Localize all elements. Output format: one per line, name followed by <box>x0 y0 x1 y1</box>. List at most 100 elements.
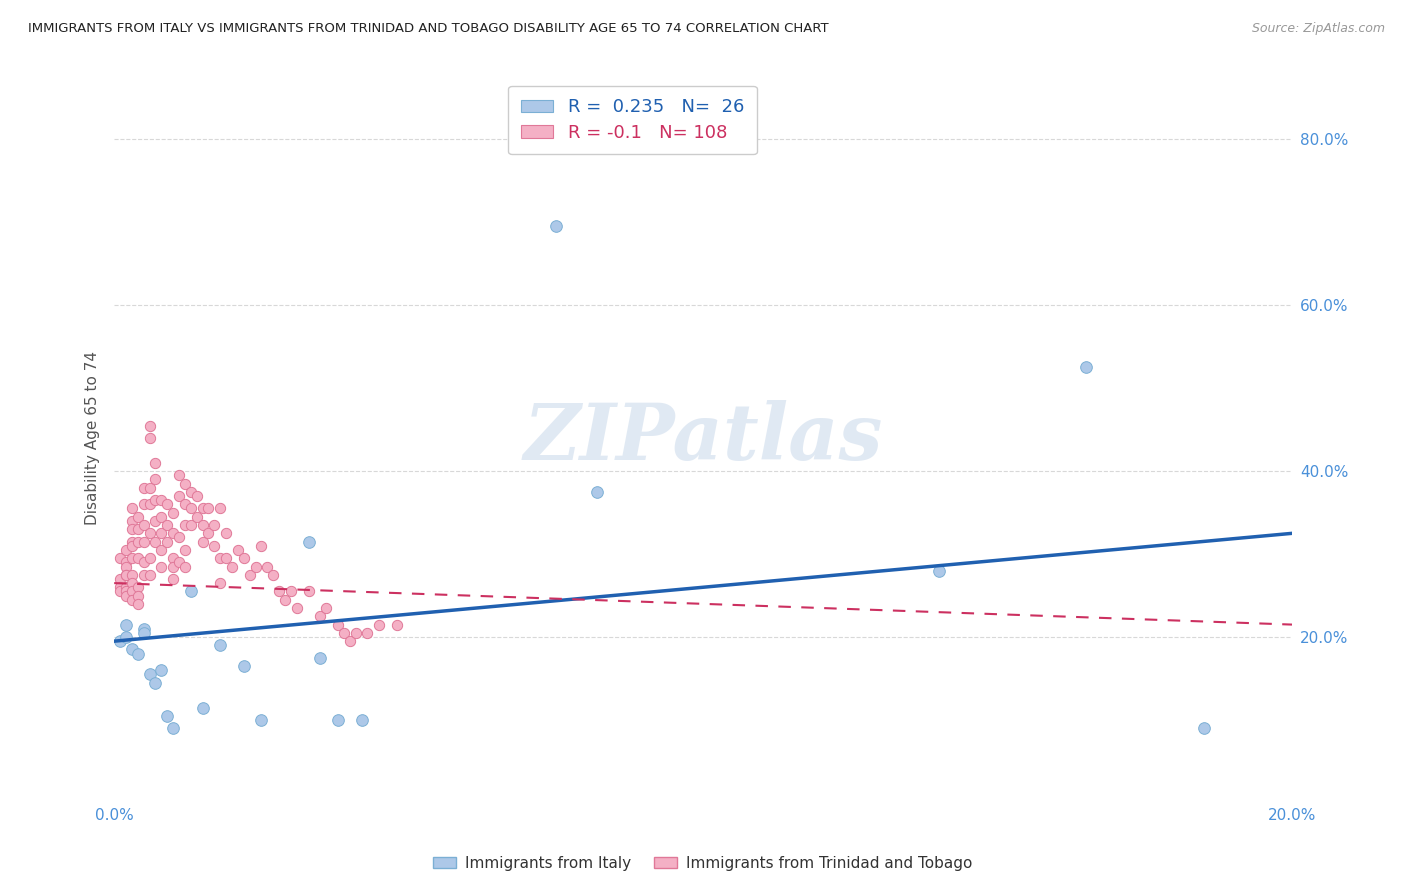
Point <box>138 481 160 495</box>
Point <box>145 472 167 486</box>
Point <box>191 700 214 714</box>
Point <box>162 551 184 566</box>
Point <box>180 501 202 516</box>
Point <box>108 580 131 594</box>
Point <box>226 543 249 558</box>
Point <box>544 219 567 234</box>
Point <box>232 551 254 566</box>
Point <box>167 531 190 545</box>
Point <box>1192 721 1215 735</box>
Point <box>173 559 195 574</box>
Legend: R =  0.235   N=  26, R = -0.1   N= 108: R = 0.235 N= 26, R = -0.1 N= 108 <box>508 86 756 154</box>
Point <box>173 518 195 533</box>
Point <box>150 509 173 524</box>
Point <box>928 564 950 578</box>
Point <box>127 589 149 603</box>
Point <box>156 497 179 511</box>
Point <box>132 497 155 511</box>
Point <box>162 572 184 586</box>
Point <box>356 626 378 640</box>
Point <box>232 659 254 673</box>
Text: Source: ZipAtlas.com: Source: ZipAtlas.com <box>1251 22 1385 36</box>
Point <box>215 551 238 566</box>
Point <box>145 534 167 549</box>
Point <box>191 534 214 549</box>
Point <box>132 534 155 549</box>
Point <box>221 559 243 574</box>
Point <box>108 572 131 586</box>
Point <box>121 567 143 582</box>
Point <box>115 555 138 569</box>
Point <box>127 580 149 594</box>
Point <box>132 567 155 582</box>
Point <box>173 476 195 491</box>
Point <box>326 617 349 632</box>
Point <box>115 567 138 582</box>
Point <box>121 522 143 536</box>
Point <box>309 609 332 624</box>
Point <box>297 584 319 599</box>
Point <box>150 559 173 574</box>
Point <box>115 589 138 603</box>
Point <box>115 567 138 582</box>
Point <box>138 551 160 566</box>
Point <box>121 576 143 591</box>
Point <box>108 584 131 599</box>
Point <box>285 601 308 615</box>
Point <box>250 539 273 553</box>
Point <box>132 626 155 640</box>
Point <box>350 713 373 727</box>
Point <box>186 509 208 524</box>
Point <box>209 576 232 591</box>
Point <box>121 501 143 516</box>
Point <box>167 468 190 483</box>
Point <box>115 543 138 558</box>
Point <box>368 617 391 632</box>
Point <box>333 626 356 640</box>
Point <box>186 489 208 503</box>
Point <box>162 526 184 541</box>
Point <box>145 493 167 508</box>
Text: IMMIGRANTS FROM ITALY VS IMMIGRANTS FROM TRINIDAD AND TOBAGO DISABILITY AGE 65 T: IMMIGRANTS FROM ITALY VS IMMIGRANTS FROM… <box>28 22 828 36</box>
Point <box>239 567 262 582</box>
Point <box>326 713 349 727</box>
Point <box>297 534 319 549</box>
Point <box>156 518 179 533</box>
Point <box>315 601 337 615</box>
Point <box>209 638 232 652</box>
Point <box>121 642 143 657</box>
Point <box>173 497 195 511</box>
Y-axis label: Disability Age 65 to 74: Disability Age 65 to 74 <box>86 351 100 525</box>
Point <box>121 592 143 607</box>
Point <box>108 634 131 648</box>
Point <box>138 667 160 681</box>
Point <box>274 592 297 607</box>
Legend: Immigrants from Italy, Immigrants from Trinidad and Tobago: Immigrants from Italy, Immigrants from T… <box>427 850 979 877</box>
Point <box>245 559 267 574</box>
Point <box>280 584 302 599</box>
Point <box>167 555 190 569</box>
Point <box>108 551 131 566</box>
Point <box>121 534 143 549</box>
Point <box>138 526 160 541</box>
Point <box>115 584 138 599</box>
Point <box>132 555 155 569</box>
Point <box>1074 360 1097 375</box>
Point <box>180 518 202 533</box>
Point <box>344 626 367 640</box>
Point <box>121 514 143 528</box>
Point <box>150 663 173 677</box>
Point <box>262 567 284 582</box>
Point <box>309 650 332 665</box>
Point <box>145 675 167 690</box>
Point <box>150 493 173 508</box>
Point <box>127 647 149 661</box>
Point <box>267 584 290 599</box>
Point <box>138 497 160 511</box>
Point <box>162 506 184 520</box>
Point <box>162 559 184 574</box>
Point <box>127 522 149 536</box>
Text: ZIPatlas: ZIPatlas <box>523 400 883 476</box>
Point <box>209 501 232 516</box>
Point <box>167 489 190 503</box>
